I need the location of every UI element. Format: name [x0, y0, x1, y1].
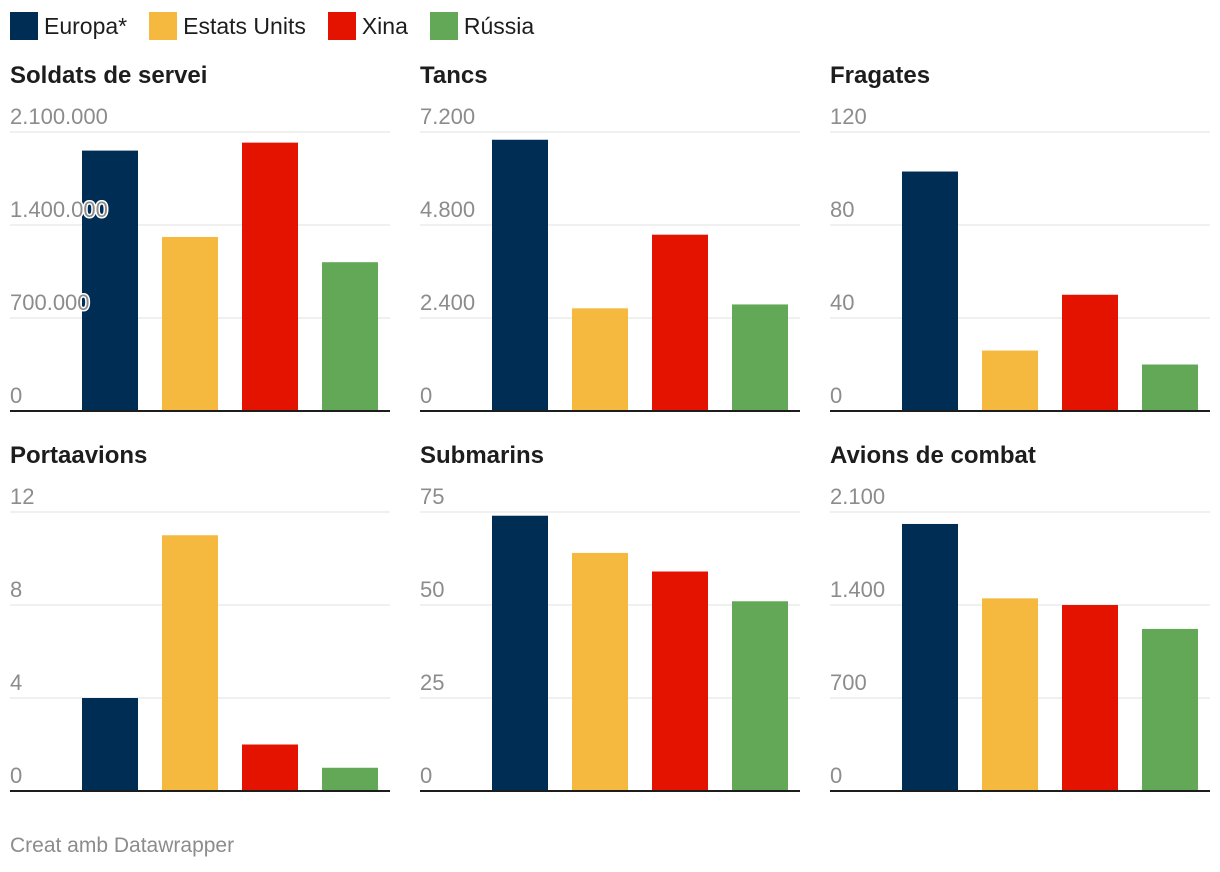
bar [242, 142, 298, 411]
bar-chart-avions: 0 700 1.400 2.100 [829, 483, 1210, 792]
chart-title: Tancs [420, 62, 488, 89]
bar [572, 552, 628, 791]
y-tick-label: 7.200 [420, 104, 475, 129]
y-tick-label: 2.100 [830, 484, 885, 509]
bar [652, 571, 708, 791]
legend-item-estats-units: Estats Units [149, 12, 306, 40]
bar-chart-submarins: 0 25 50 75 [419, 483, 800, 792]
bar [492, 515, 548, 791]
y-tick-label: 1.400 [830, 577, 885, 602]
y-tick-label: 0 [10, 383, 22, 408]
legend-item-russia: Rússia [429, 12, 535, 40]
y-tick-label: 75 [420, 484, 444, 509]
bar [982, 350, 1038, 411]
y-tick-label: 1.400.000 [10, 197, 108, 222]
chart-title: Avions de combat [830, 442, 1036, 469]
bar [732, 304, 788, 411]
y-tick-label: 80 [830, 197, 854, 222]
bar [982, 598, 1038, 791]
y-tick-label: 2.400 [420, 290, 475, 315]
chart-panel-avions: Avions de combat 0 700 1.400 2.100 [829, 442, 1210, 792]
y-tick-label: 120 [830, 104, 867, 129]
bar [82, 698, 138, 791]
y-tick-label: 2.100.000 [10, 104, 108, 129]
bar-chart-portaavions: 0 4 8 12 [9, 483, 390, 792]
bar [1142, 628, 1198, 791]
bar [652, 234, 708, 411]
bar [322, 767, 378, 791]
legend-swatch-xina [327, 12, 356, 40]
bar [492, 139, 548, 411]
y-tick-label: 0 [10, 763, 22, 788]
legend-label-estats-units: Estats Units [183, 12, 306, 39]
bar [1062, 605, 1118, 791]
bar-chart-fragates: 0 40 80 120 [829, 103, 1210, 412]
chart-panel-fragates: Fragates 0 40 80 120 [829, 62, 1210, 412]
chart-title: Soldats de servei [10, 62, 208, 89]
bar [162, 236, 218, 411]
chart-panel-submarins: Submarins 0 25 50 75 [419, 442, 800, 792]
y-tick-label: 4.800 [420, 197, 475, 222]
y-tick-label: 0 [420, 383, 432, 408]
legend-label-europa: Europa* [44, 12, 128, 39]
bar [322, 262, 378, 411]
y-tick-label: 40 [830, 290, 854, 315]
legend-swatch-estats-units [149, 12, 178, 40]
y-tick-label: 0 [830, 383, 842, 408]
y-tick-label: 700.000 [10, 290, 90, 315]
bar [162, 535, 218, 791]
legend-item-europa: Europa* [10, 12, 127, 40]
y-tick-label: 0 [830, 763, 842, 788]
bar [1062, 294, 1118, 411]
legend-label-xina: Xina [361, 12, 408, 39]
y-tick-label: 12 [10, 484, 34, 509]
bar-chart-tancs: 0 2.400 4.800 7.200 [419, 103, 800, 412]
legend-swatch-europa [10, 12, 38, 40]
bar [732, 601, 788, 791]
bar [1142, 364, 1198, 411]
y-tick-label: 50 [420, 577, 444, 602]
bar [82, 150, 138, 411]
chart-panel-tancs: Tancs 0 2.400 4.800 7.200 [419, 62, 800, 412]
y-tick-label: 0 [420, 763, 432, 788]
y-tick-label: 25 [420, 670, 444, 695]
chart-panel-soldats: Soldats de servei 0 700.000 1.400.000 2.100… [9, 62, 390, 412]
legend-swatch-russia [429, 12, 458, 40]
legend: Europa* Estats Units Xina Rússia [10, 12, 556, 40]
bar [902, 523, 958, 791]
chart-title: Portaavions [10, 442, 148, 469]
chart-title: Fragates [830, 62, 931, 89]
bar [572, 308, 628, 411]
bar [242, 744, 298, 791]
chart-title: Submarins [420, 442, 545, 469]
y-tick-label: 700 [830, 670, 867, 695]
y-tick-label: 4 [10, 670, 22, 695]
bar [902, 171, 958, 411]
footer-credit: Creat amb Datawrapper [10, 834, 235, 857]
bar-chart-soldats: 0 700.000 1.400.000 2.100.000 [9, 103, 390, 412]
legend-item-xina: Xina [327, 12, 408, 40]
y-tick-label: 8 [10, 577, 22, 602]
chart-panel-portaavions: Portaavions 0 4 8 12 [9, 442, 390, 792]
legend-label-russia: Rússia [463, 12, 535, 39]
